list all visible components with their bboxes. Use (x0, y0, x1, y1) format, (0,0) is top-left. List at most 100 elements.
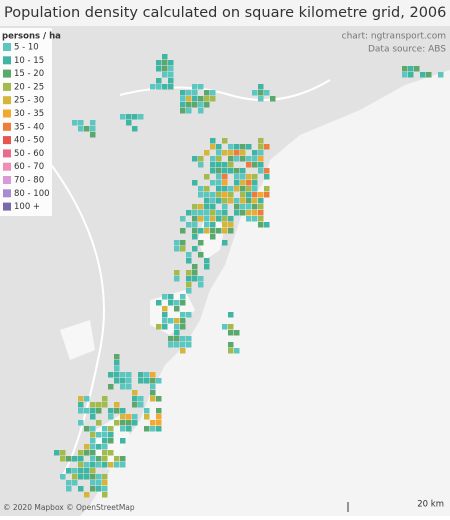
grid-cell (258, 150, 264, 156)
grid-cell (252, 174, 258, 180)
grid-cell (90, 408, 96, 414)
grid-cell (180, 90, 186, 96)
grid-cell (132, 396, 138, 402)
grid-cell (102, 432, 108, 438)
grid-cell (204, 210, 210, 216)
grid-cell (168, 60, 174, 66)
grid-cell (198, 252, 204, 258)
grid-cell (198, 210, 204, 216)
grid-cell (198, 186, 204, 192)
grid-cell (234, 210, 240, 216)
grid-cell (210, 204, 216, 210)
grid-cell (210, 168, 216, 174)
grid-cell (150, 84, 156, 90)
legend-label: 30 - 35 (14, 109, 44, 119)
grid-cell (126, 426, 132, 432)
grid-cell (198, 96, 204, 102)
grid-cell (222, 192, 228, 198)
grid-cell (192, 204, 198, 210)
grid-cell (120, 414, 126, 420)
grid-cell (210, 216, 216, 222)
grid-cell (258, 156, 264, 162)
grid-cell (72, 474, 78, 480)
grid-cell (114, 372, 120, 378)
grid-cell (162, 66, 168, 72)
grid-cell (120, 438, 126, 444)
grid-cell (156, 426, 162, 432)
grid-cell (216, 150, 222, 156)
grid-cell (222, 204, 228, 210)
grid-cell (264, 144, 270, 150)
grid-cell (420, 72, 426, 78)
grid-cell (102, 444, 108, 450)
legend-swatch (3, 43, 11, 51)
grid-cell (78, 474, 84, 480)
grid-cell (216, 216, 222, 222)
grid-cell (114, 366, 120, 372)
grid-cell (264, 168, 270, 174)
grid-cell (72, 468, 78, 474)
grid-cell (78, 486, 84, 492)
grid-cell (204, 204, 210, 210)
legend-swatch (3, 96, 11, 105)
grid-cell (180, 246, 186, 252)
grid-cell (234, 180, 240, 186)
grid-cell (234, 174, 240, 180)
grid-cell (228, 342, 234, 348)
park (60, 215, 225, 470)
grid-cell (174, 270, 180, 276)
grid-cell (204, 216, 210, 222)
grid-cell (258, 198, 264, 204)
grid-cell (240, 168, 246, 174)
grid-cell (228, 348, 234, 354)
grid-cell (150, 378, 156, 384)
grid-cell (264, 174, 270, 180)
grid-cell (186, 336, 192, 342)
grid-cell (228, 198, 234, 204)
grid-cell (84, 468, 90, 474)
grid-cell (96, 486, 102, 492)
grid-cell (204, 150, 210, 156)
grid-cell (210, 210, 216, 216)
grid-cell (102, 426, 108, 432)
grid-cell (132, 414, 138, 420)
grid-cell (216, 228, 222, 234)
grid-cell (114, 420, 120, 426)
grid-cell (246, 156, 252, 162)
grid-cell (132, 114, 138, 120)
grid-cell (228, 186, 234, 192)
grid-cell (78, 468, 84, 474)
grid-cell (192, 90, 198, 96)
grid-cell (192, 270, 198, 276)
grid-cell (186, 222, 192, 228)
grid-cell (150, 390, 156, 396)
grid-cell (204, 222, 210, 228)
grid-cell (84, 396, 90, 402)
grid-cell (120, 462, 126, 468)
grid-cell (258, 84, 264, 90)
grid-cell (102, 402, 108, 408)
grid-cell (60, 456, 66, 462)
grid-cell (228, 144, 234, 150)
grid-cell (204, 96, 210, 102)
grid-cell (216, 192, 222, 198)
grid-cell (78, 120, 84, 126)
grid-cell (204, 258, 210, 264)
grid-cell (84, 450, 90, 456)
grid-cell (204, 192, 210, 198)
legend-swatch (3, 149, 11, 158)
legend-swatch (3, 202, 11, 211)
grid-cell (180, 300, 186, 306)
grid-cell (126, 372, 132, 378)
grid-cell (138, 372, 144, 378)
grid-cell (168, 300, 174, 306)
grid-cell (216, 156, 222, 162)
grid-cell (252, 180, 258, 186)
grid-cell (126, 114, 132, 120)
grid-cell (198, 240, 204, 246)
legend-label: 60 - 70 (14, 162, 44, 172)
grid-cell (234, 348, 240, 354)
grid-cell (204, 174, 210, 180)
grid-cell (222, 186, 228, 192)
grid-cell (234, 156, 240, 162)
